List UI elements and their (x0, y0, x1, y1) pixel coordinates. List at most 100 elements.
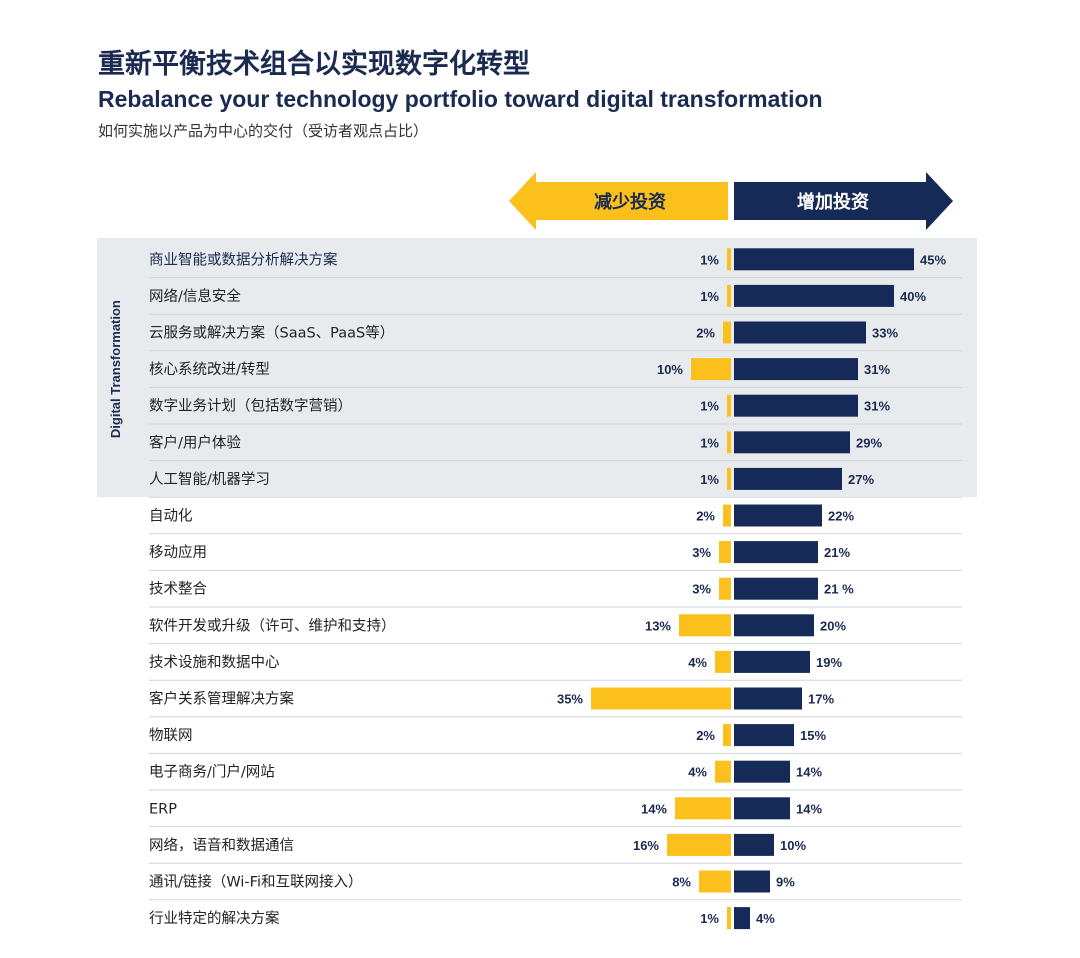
decrease-bar (723, 321, 731, 344)
increase-value-label: 9% (776, 875, 795, 890)
increase-arrowhead (926, 172, 953, 230)
chart-row: 电子商务/门户/网站 4% 14% (149, 760, 962, 791)
category-label: 云服务或解决方案（SaaS、PaaS等） (149, 324, 394, 342)
decrease-value-label: 10% (657, 362, 683, 377)
chart-row: 客户关系管理解决方案 35% 17% (149, 687, 962, 718)
decrease-value-label: 35% (557, 692, 583, 707)
increase-bar (734, 541, 818, 564)
chart-row: 技术整合 3% 21 % (149, 577, 962, 608)
category-label: 客户关系管理解决方案 (149, 690, 294, 708)
increase-bar (734, 577, 818, 600)
chart-row: 网络/信息安全 1% 40% (149, 284, 962, 315)
increase-value-label: 40% (900, 289, 926, 304)
decrease-value-label: 8% (672, 875, 691, 890)
decrease-value-label: 16% (633, 838, 659, 853)
increase-value-label: 14% (796, 765, 822, 780)
decrease-value-label: 1% (700, 289, 719, 304)
increase-bar (734, 797, 790, 820)
chart-row: 移动应用 3% 21% (149, 541, 962, 571)
category-label: 电子商务/门户/网站 (149, 764, 275, 781)
decrease-bar (691, 358, 731, 381)
legend-decrease-label: 减少投资 (594, 191, 666, 213)
chart-row: 网络，语音和数据通信 16% 10% (149, 833, 962, 864)
category-label: 技术整合 (149, 581, 207, 598)
decrease-bar (679, 614, 731, 637)
increase-value-label: 15% (800, 728, 826, 743)
decrease-value-label: 14% (641, 801, 667, 816)
chart-row: 人工智能/机器学习 1% 27% (149, 467, 962, 498)
chart-row: 数字业务计划（包括数字营销） 1% 31% (149, 394, 962, 425)
chart-row: 技术设施和数据中心 4% 19% (149, 650, 962, 681)
increase-value-label: 31% (864, 362, 890, 377)
category-label: 商业智能或数据分析解决方案 (149, 250, 338, 268)
category-label: 网络/信息安全 (149, 287, 241, 305)
decrease-value-label: 1% (700, 472, 719, 487)
increase-bar (734, 358, 858, 381)
decrease-bar (667, 833, 731, 856)
decrease-bar (715, 760, 731, 783)
chart-row: 软件开发或升级（许可、维护和支持） 13% 20% (149, 614, 962, 645)
increase-bar (734, 504, 822, 527)
increase-bar (734, 284, 894, 307)
decrease-value-label: 4% (688, 765, 707, 780)
decrease-bar (727, 467, 731, 490)
increase-bar (734, 614, 814, 637)
decrease-bar (719, 541, 731, 564)
increase-bar (734, 833, 774, 856)
category-label: 自动化 (149, 508, 193, 525)
increase-value-label: 20% (820, 618, 846, 633)
decrease-bar (723, 724, 731, 747)
increase-bar (734, 724, 794, 747)
category-label: 软件开发或升级（许可、维护和支持） (149, 617, 396, 634)
increase-bar (734, 394, 858, 417)
increase-value-label: 31% (864, 399, 890, 414)
increase-bar (734, 248, 914, 271)
category-label: 通讯/链接（Wi-Fi和互联网接入） (149, 874, 362, 891)
chart-row: 通讯/链接（Wi-Fi和互联网接入） 8% 9% (149, 870, 962, 901)
decrease-bar (727, 394, 731, 417)
category-label: ERP (149, 801, 177, 817)
category-label: 客户/用户体验 (149, 434, 241, 451)
band-label: Digital Transformation (108, 300, 123, 438)
decrease-bar (727, 248, 731, 271)
category-label: 物联网 (149, 727, 193, 744)
decrease-bar (699, 870, 731, 893)
increase-value-label: 29% (856, 435, 882, 450)
category-label: 技术设施和数据中心 (149, 654, 280, 671)
category-label: 人工智能/机器学习 (149, 471, 270, 488)
category-label: 核心系统改进/转型 (149, 361, 270, 378)
increase-value-label: 33% (872, 326, 898, 341)
increase-bar (734, 431, 850, 454)
chart-row: 物联网 2% 15% (149, 724, 962, 754)
decrease-bar (719, 577, 731, 600)
decrease-value-label: 2% (696, 509, 715, 524)
decrease-bar (727, 431, 731, 454)
increase-value-label: 14% (796, 801, 822, 816)
increase-bar (734, 870, 770, 893)
increase-bar (734, 907, 750, 930)
decrease-value-label: 4% (688, 655, 707, 670)
chart-subtitle: Rebalance your technology portfolio towa… (98, 86, 823, 112)
category-label: 数字业务计划（包括数字营销） (149, 398, 352, 415)
legend-increase-label: 增加投资 (797, 191, 869, 213)
decrease-bar (727, 907, 731, 930)
category-label: 移动应用 (149, 543, 207, 561)
chart-row: 云服务或解决方案（SaaS、PaaS等） 2% 33% (149, 321, 962, 352)
chart-row: 客户/用户体验 1% 29% (149, 431, 962, 462)
increase-bar (734, 650, 810, 673)
chart-row: 核心系统改进/转型 10% 31% (149, 358, 962, 388)
decrease-arrowhead (509, 172, 536, 230)
decrease-value-label: 3% (692, 545, 711, 560)
increase-value-label: 45% (920, 252, 946, 267)
increase-value-label: 21% (824, 545, 850, 560)
increase-value-label: 22% (828, 509, 854, 524)
chart-row: 行业特定的解决方案 1% 4% (149, 907, 775, 930)
increase-value-label: 27% (848, 472, 874, 487)
category-label: 行业特定的解决方案 (149, 909, 280, 927)
chart-note: 如何实施以产品为中心的交付（受访者观点占比） (98, 122, 429, 140)
decrease-arrow (509, 182, 728, 220)
increase-value-label: 19% (816, 655, 842, 670)
decrease-bar (591, 687, 731, 710)
increase-bar (734, 760, 790, 783)
